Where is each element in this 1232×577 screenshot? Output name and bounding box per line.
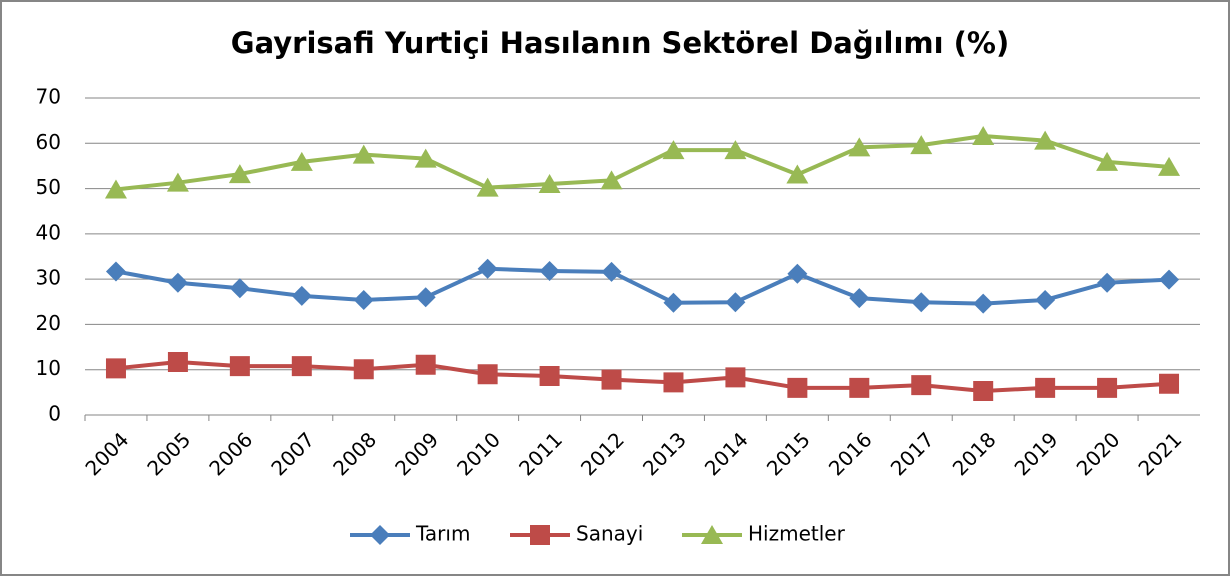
data-point [911,375,932,396]
series-line [115,266,1170,306]
data-point [663,372,684,393]
data-point [415,287,436,308]
series-line [115,360,1170,393]
data-point [104,179,127,199]
legend-marker [701,525,723,544]
data-point [910,135,933,155]
legend-label: Sanayi [576,522,643,546]
data-point [1159,269,1180,290]
y-tick-label: 50 [36,175,61,199]
data-point [1035,377,1056,398]
data-point [972,126,995,146]
data-point [166,172,189,192]
data-point [973,380,994,401]
data-point [786,164,809,184]
y-tick-label: 40 [36,220,61,244]
data-point [539,366,560,387]
data-point [973,293,994,314]
data-point [787,377,808,398]
data-point [352,144,375,164]
data-point [600,170,623,190]
data-point [476,177,499,197]
data-point [415,354,436,375]
data-point [105,261,126,282]
y-tick-label: 60 [36,130,61,154]
data-point [228,164,251,184]
data-point [291,356,312,377]
y-tick-label: 10 [36,356,61,380]
data-point [663,292,684,313]
data-point [105,358,126,379]
data-point [848,137,871,157]
data-point [601,369,622,390]
data-point [1159,373,1180,394]
data-point [353,359,374,380]
data-point [849,377,870,398]
data-point [1097,272,1118,293]
data-point [291,285,312,306]
data-point [414,148,437,168]
series-line [115,134,1170,192]
y-tick-label: 30 [36,266,61,290]
y-tick-label: 20 [36,311,61,335]
data-point [538,174,561,194]
data-point [477,258,498,279]
data-point [601,261,622,282]
data-point [229,356,250,377]
legend-marker [370,525,390,545]
chart-title: Gayrisafi Yurtiçi Hasılanın Sektörel Dağ… [231,26,1009,60]
data-point [290,151,313,171]
legend-marker [530,525,550,545]
legend-label: Tarım [415,522,470,546]
data-point [1097,377,1118,398]
data-point [787,263,808,284]
data-point [662,140,685,160]
data-point [353,289,374,310]
data-point [167,352,188,373]
data-point [725,292,746,313]
data-point [724,140,747,160]
legend-label: Hizmetler [748,522,846,546]
y-tick-label: 70 [36,85,61,109]
data-point [1035,289,1056,310]
data-point [1158,156,1181,176]
data-point [911,292,932,313]
data-point [167,272,188,293]
data-point [1034,130,1057,150]
data-point [539,260,560,281]
data-point [1096,151,1119,171]
y-tick-label: 0 [48,402,61,426]
data-point [229,278,250,299]
data-point [477,364,498,385]
data-point [725,367,746,388]
data-point [849,288,870,309]
